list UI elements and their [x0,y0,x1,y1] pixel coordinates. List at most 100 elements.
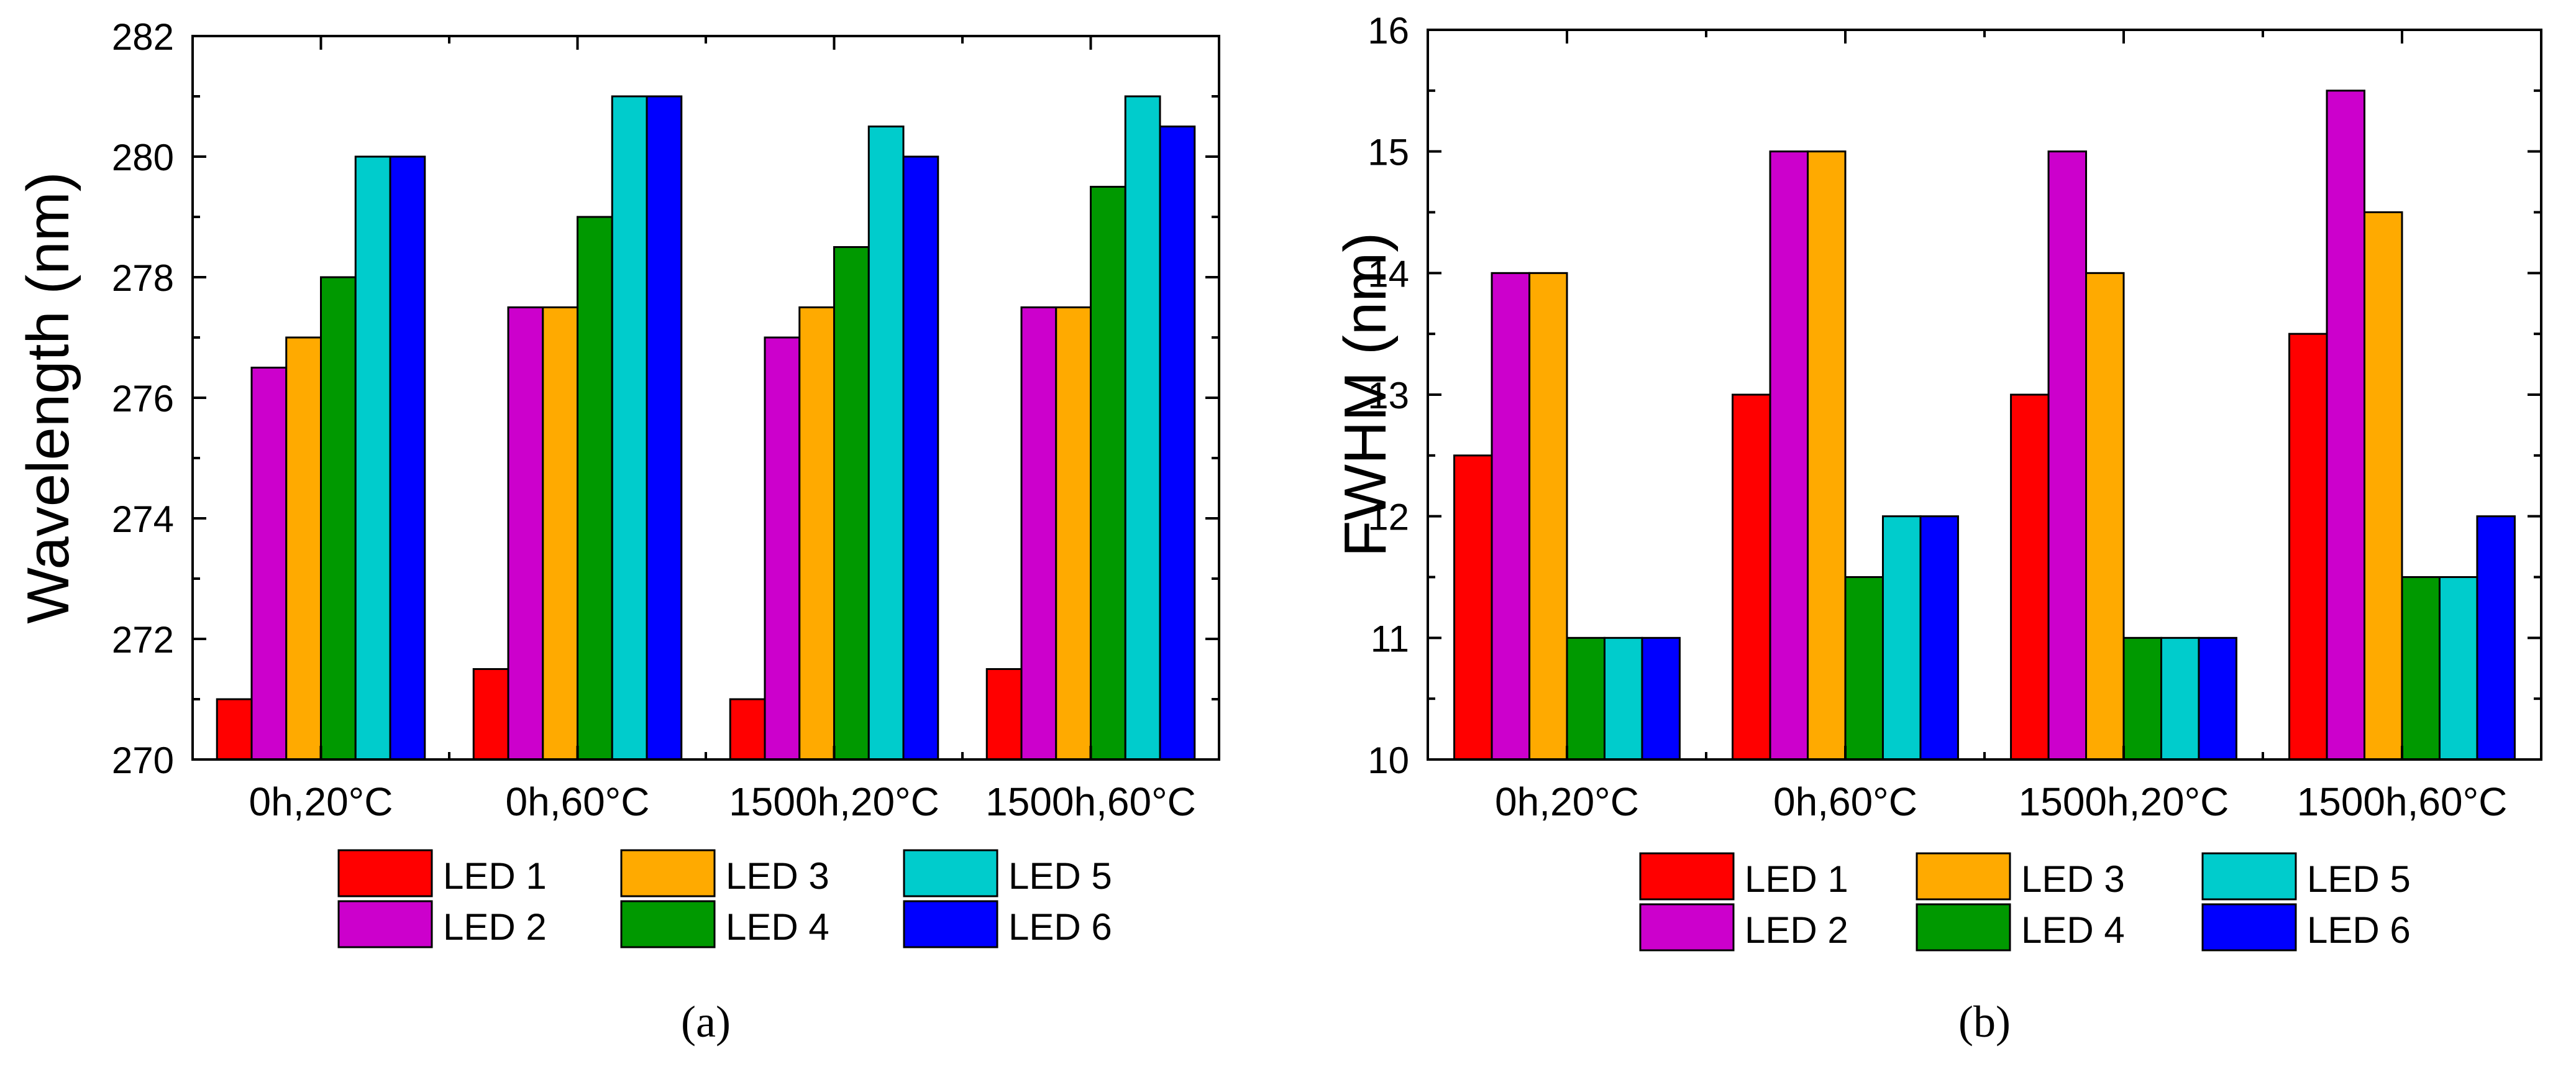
panel-label: (b) [1958,997,2011,1047]
legend-swatch [620,849,716,897]
bar-led-6-2 [646,95,683,761]
legend-label: LED 6 [1008,906,1112,948]
bar-led-2-4 [2326,89,2366,761]
bar-led-4-3 [2122,636,2162,761]
legend-label: LED 6 [2307,909,2411,951]
legend-swatch [903,849,998,897]
y-tick-label: 274 [112,498,174,540]
bar-led-5-3 [867,126,905,761]
bar-led-2-2 [1769,150,1809,761]
bar-led-4-4 [2401,576,2441,761]
bar-led-1-2 [1732,393,1771,761]
bar-led-1-3 [2010,393,2050,761]
legend-swatch [337,900,433,948]
bar-led-3-3 [2085,272,2125,761]
legend-label: LED 3 [726,855,829,897]
bar-led-2-2 [507,306,544,761]
bar-led-6-4 [2476,515,2516,761]
bar-led-4-2 [1844,576,1884,761]
bar-led-3-4 [1055,306,1092,761]
bar-led-2-3 [764,336,801,761]
bar-led-2-1 [250,367,288,761]
x-tick-label: 1500h,60°C [985,779,1196,824]
legend-label: LED 2 [443,906,547,948]
legend-label: LED 3 [2021,858,2125,900]
legend-label: LED 5 [1008,855,1112,897]
bar-led-4-1 [320,276,357,761]
y-tick-label: 13 [1368,375,1409,416]
bar-led-5-1 [1603,636,1643,761]
bar-led-3-2 [1807,150,1847,761]
bar-led-1-1 [1453,454,1493,761]
legend-swatch [1916,903,2011,952]
legend-swatch [620,900,716,948]
bar-led-2-4 [1020,306,1057,761]
bar-led-1-1 [216,698,253,761]
legend: LED 1 LED 2 LED 3 LED 4 LED 5 LED 6 [1639,852,2411,952]
bar-led-1-2 [472,668,509,761]
y-tick-label: 16 [1368,10,1409,52]
legend-swatch [1639,852,1735,901]
x-tick-label: 0h,60°C [506,779,650,824]
bar-led-3-1 [285,336,322,761]
legend: LED 1 LED 2 LED 3 LED 4 LED 5 LED 6 [337,849,1112,948]
legend-swatch [2201,852,2297,901]
bar-led-6-2 [1919,515,1959,761]
chart-panel-2: 10 11 12 13 14 15 16 0h,20°C 0h,60°C 1500h,20°C 15… [1332,10,2542,1047]
bar-led-6-1 [1641,636,1681,761]
bar-led-5-4 [2438,576,2478,761]
legend-swatch [1639,903,1735,952]
bar-led-5-3 [2160,636,2200,761]
legend-swatch [1916,852,2011,901]
bar-led-5-2 [611,95,648,761]
bar-led-1-3 [729,698,766,761]
bar-led-6-3 [902,155,939,761]
bar-led-6-1 [389,155,426,761]
chart-panel-1: 270 272 274 276 278 280 282 0h,20°C 0h,60°C 1500h… [15,16,1220,1047]
x-tick-label: 0h,20°C [1495,779,1639,824]
y-tick-label: 270 [112,740,174,781]
bar-led-5-2 [1881,515,1922,761]
y-axis-title: FWHM (nm) [1332,232,1399,557]
bar-led-3-1 [1528,272,1568,761]
x-tick-label: 1500h,20°C [2019,779,2229,824]
bar-led-6-3 [2198,636,2237,761]
legend-label: LED 1 [443,855,547,897]
bar-led-2-1 [1491,272,1531,761]
y-tick-label: 11 [1371,618,1409,659]
y-tick-label: 280 [112,137,174,178]
y-tick-label: 276 [112,378,174,420]
bar-led-3-2 [542,306,578,761]
y-tick-label: 272 [112,619,174,661]
bar-led-4-4 [1090,186,1126,761]
bar-led-4-3 [833,246,870,761]
bar-led-5-4 [1124,95,1161,761]
bar-led-3-4 [2364,211,2403,761]
x-tick-label: 0h,60°C [1773,779,1917,824]
bar-led-6-4 [1159,126,1196,761]
bar-led-4-1 [1566,636,1605,761]
x-tick-label: 1500h,20°C [729,779,939,824]
legend-swatch [903,900,998,948]
bar-led-1-4 [2288,333,2328,761]
bar-led-4-2 [577,216,613,761]
bar-led-1-4 [985,668,1023,761]
legend-label: LED 5 [2307,858,2411,900]
y-tick-label: 12 [1368,497,1409,538]
x-tick-label: 1500h,60°C [2297,779,2508,824]
x-tick-label: 0h,20°C [249,779,393,824]
legend-label: LED 2 [1745,909,1848,951]
panel-label: (a) [681,997,731,1047]
legend-label: LED 1 [1745,858,1848,900]
y-tick-label: 282 [112,16,174,58]
legend-swatch [2201,903,2297,952]
y-axis-title: Wavelength (nm) [15,172,81,623]
y-tick-label: 278 [112,257,174,299]
legend-label: LED 4 [2021,909,2125,951]
legend-label: LED 4 [726,906,829,948]
y-tick-label: 14 [1368,253,1409,295]
bar-led-5-1 [354,155,391,761]
y-tick-label: 15 [1368,132,1409,173]
bar-led-2-3 [2047,150,2088,761]
